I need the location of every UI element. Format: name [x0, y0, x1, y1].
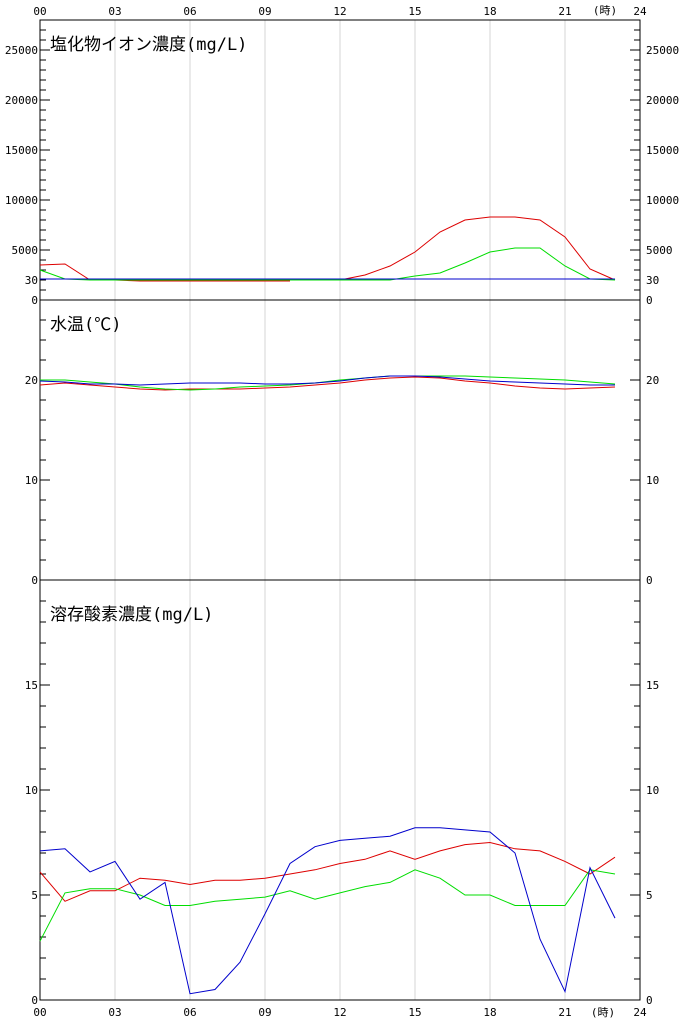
panel-title-water-temperature: 水温(℃) [50, 315, 121, 335]
y-tick-label-right: 15000 [646, 144, 679, 157]
y-tick-label-right: 20 [646, 374, 659, 387]
y-tick-label-right: 10 [646, 784, 659, 797]
y-tick-label-right: 0 [646, 574, 653, 587]
plot-frame [39, 19, 641, 1001]
x-tick-label-top: 00 [33, 5, 46, 18]
series-line-1-2 [39, 375, 615, 386]
y-tick-label-right: 5000 [646, 244, 673, 257]
y-tick-label-left: 10000 [5, 194, 38, 207]
y-tick-label-right: 5 [646, 889, 653, 902]
x-tick-label-bottom: 00 [33, 1006, 46, 1019]
x-tick-label-bottom: 12 [333, 1006, 346, 1019]
y-tick-label-left: 10 [25, 784, 38, 797]
series-line-0-1 [39, 247, 616, 281]
x-tick-label-bottom: 15 [408, 1006, 421, 1019]
x-tick-label-top: 09 [258, 5, 271, 18]
y-tick-label-left: 0 [31, 574, 38, 587]
y-tick-label-left: 5000 [12, 244, 39, 257]
x-tick-label-top: 21 [558, 5, 571, 18]
x-tick-label-top: 15 [408, 5, 421, 18]
y-tick-label-left: 0 [31, 994, 38, 1007]
y-tick-label-left: 25000 [5, 44, 38, 57]
y-tick-label-right: 10 [646, 474, 659, 487]
y-tick-label-right: 10000 [646, 194, 679, 207]
x-unit-label-bottom: (時) [591, 1006, 615, 1019]
y-tick-label-right: 20000 [646, 94, 679, 107]
series-line-1-0 [39, 376, 616, 391]
y-tick-label-right: 25000 [646, 44, 679, 57]
panel-title-chloride: 塩化物イオン濃度(mg/L) [50, 35, 247, 55]
x-unit-label-top: (時) [593, 4, 617, 17]
x-tick-label-top: 03 [108, 5, 121, 18]
y-tick-label-left: 0 [31, 294, 38, 307]
x-tick-label-top: 24 [633, 5, 647, 18]
series-line-2-0 [39, 841, 616, 902]
y-tick-label-left: 20000 [5, 94, 38, 107]
x-tick-label-bottom: 09 [258, 1006, 271, 1019]
x-tick-label-top: 06 [183, 5, 196, 18]
y-tick-label-right: 0 [646, 994, 653, 1007]
x-tick-label-bottom: 03 [108, 1006, 121, 1019]
x-tick-label-bottom: 24 [633, 1006, 647, 1019]
y-tick-label-left: 15000 [5, 144, 38, 157]
x-tick-label-top: 12 [333, 5, 346, 18]
y-tick-label-right: 15 [646, 679, 659, 692]
x-tick-label-bottom: 06 [183, 1006, 196, 1019]
y-tick-label-left: 20 [25, 374, 38, 387]
series-line-2-1 [39, 869, 616, 942]
y-tick-label-left: 30 [25, 274, 38, 287]
y-tick-label-right: 30 [646, 274, 659, 287]
y-tick-label-left: 5 [31, 889, 38, 902]
x-tick-label-top: 18 [483, 5, 496, 18]
x-tick-label-bottom: 21 [558, 1006, 571, 1019]
series-line-2-2 [39, 827, 616, 995]
y-tick-label-left: 10 [25, 474, 38, 487]
y-tick-label-left: 15 [25, 679, 38, 692]
panel-title-dissolved-oxygen: 溶存酸素濃度(mg/L) [50, 605, 213, 625]
series-line-0-0 [39, 216, 616, 282]
y-tick-label-right: 0 [646, 294, 653, 307]
x-tick-label-bottom: 18 [483, 1006, 496, 1019]
